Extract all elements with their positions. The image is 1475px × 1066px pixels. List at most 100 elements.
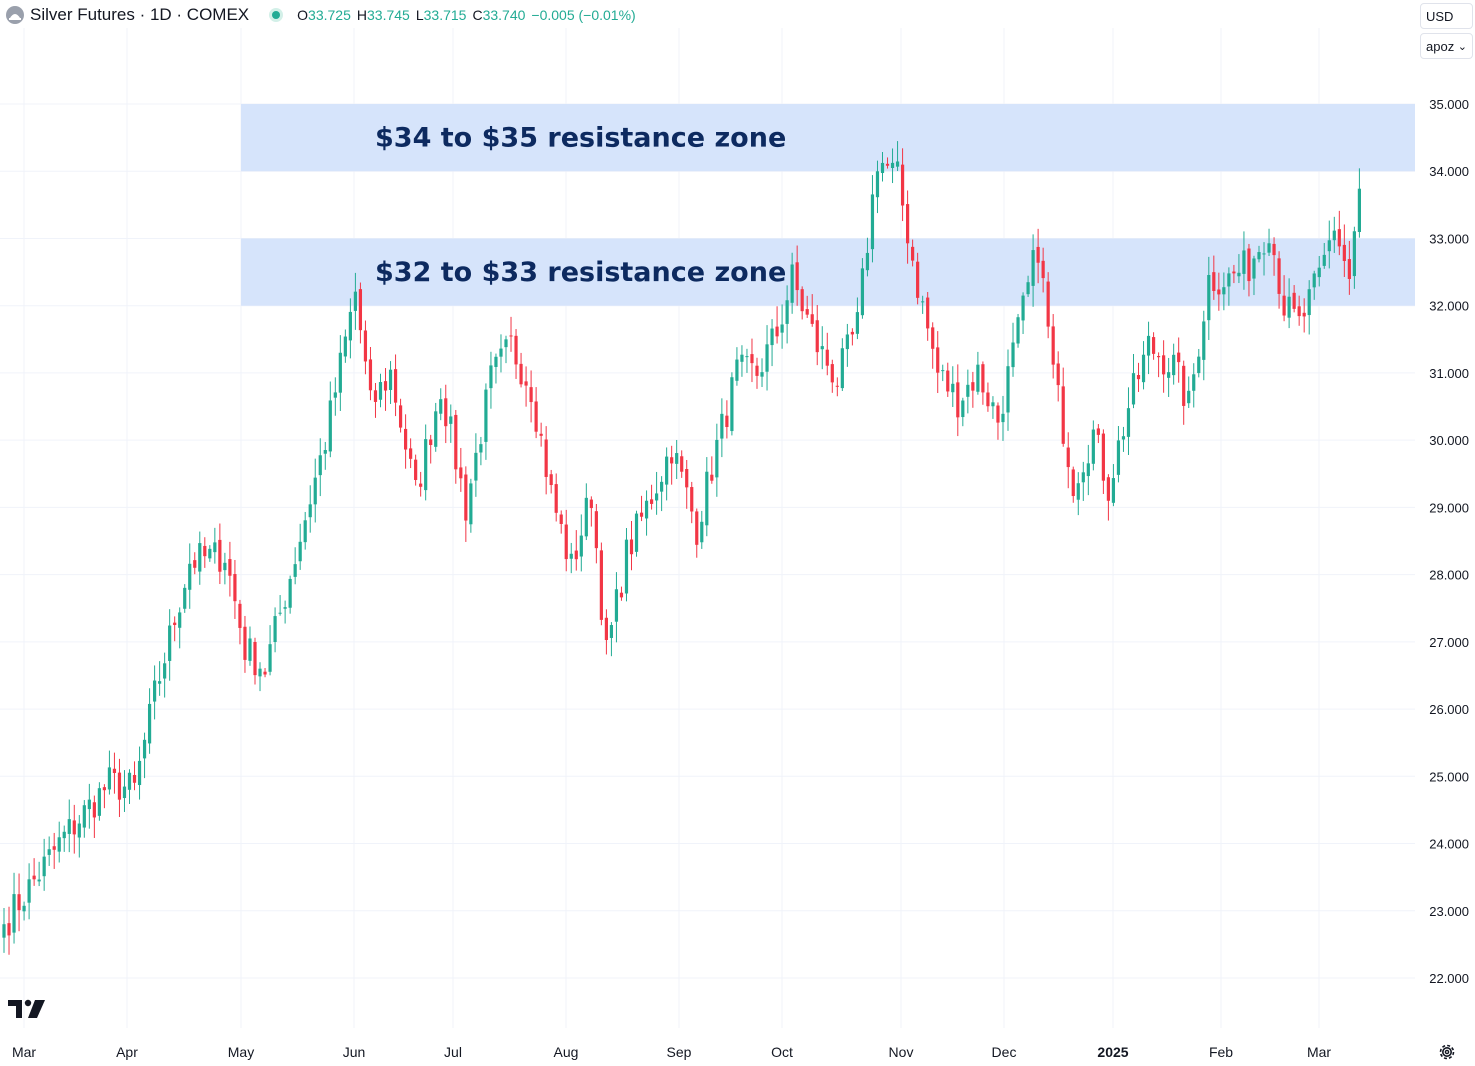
candle[interactable] — [67, 799, 71, 853]
candle[interactable] — [434, 402, 438, 452]
candle[interactable] — [158, 661, 162, 696]
candle[interactable] — [358, 282, 363, 344]
candle[interactable] — [695, 508, 699, 558]
candle[interactable] — [1086, 444, 1090, 496]
candle[interactable] — [890, 148, 895, 184]
candle[interactable] — [1101, 429, 1105, 494]
candle[interactable] — [725, 400, 729, 439]
candle[interactable] — [308, 485, 312, 533]
candle[interactable] — [223, 552, 227, 585]
candle[interactable] — [539, 422, 543, 447]
candle[interactable] — [1016, 313, 1020, 348]
candle[interactable] — [1056, 351, 1060, 402]
candle[interactable] — [363, 320, 368, 375]
candle[interactable] — [1232, 264, 1236, 284]
candle[interactable] — [1252, 255, 1256, 296]
candle[interactable] — [916, 252, 920, 305]
candle[interactable] — [7, 906, 11, 955]
candle[interactable] — [1026, 275, 1030, 297]
candle[interactable] — [594, 503, 598, 564]
candle[interactable] — [855, 297, 859, 340]
candle[interactable] — [87, 783, 91, 829]
candle[interactable] — [62, 825, 66, 852]
candle[interactable] — [429, 434, 433, 464]
candle[interactable] — [163, 652, 167, 698]
candle[interactable] — [1157, 352, 1161, 378]
candle[interactable] — [1076, 472, 1080, 516]
candle[interactable] — [273, 607, 277, 653]
candle[interactable] — [409, 438, 413, 469]
symbol-title[interactable]: Silver Futures · 1D · COMEX — [30, 5, 250, 24]
candle[interactable] — [253, 637, 257, 685]
candle[interactable] — [92, 795, 96, 838]
candle[interactable] — [42, 838, 46, 891]
candle[interactable] — [931, 322, 935, 369]
candle[interactable] — [785, 285, 789, 344]
candle[interactable] — [825, 332, 829, 376]
candle[interactable] — [649, 484, 654, 510]
candle[interactable] — [72, 804, 76, 854]
candle[interactable] — [1106, 474, 1110, 521]
candle[interactable] — [1227, 267, 1231, 306]
candle[interactable] — [1307, 280, 1311, 335]
candle[interactable] — [1247, 243, 1251, 297]
candle[interactable] — [203, 537, 207, 568]
candle[interactable] — [1327, 220, 1331, 269]
candle[interactable] — [845, 323, 849, 367]
candle[interactable] — [735, 347, 739, 386]
candle[interactable] — [388, 361, 393, 404]
candle[interactable] — [835, 377, 839, 397]
candle[interactable] — [519, 352, 523, 388]
candle[interactable] — [338, 335, 342, 411]
candle[interactable] — [805, 295, 809, 318]
candle[interactable] — [1197, 348, 1201, 378]
candle[interactable] — [670, 445, 674, 485]
candle[interactable] — [1347, 240, 1351, 295]
candle[interactable] — [132, 761, 137, 791]
candle[interactable] — [895, 141, 900, 171]
candle[interactable] — [368, 346, 373, 401]
candle[interactable] — [137, 746, 142, 800]
candle[interactable] — [549, 469, 553, 494]
candle[interactable] — [996, 402, 1000, 440]
candle[interactable] — [1262, 242, 1266, 276]
candle[interactable] — [534, 387, 538, 439]
candle[interactable] — [815, 305, 819, 366]
candle[interactable] — [1272, 237, 1276, 276]
candle[interactable] — [770, 319, 774, 367]
candle[interactable] — [810, 294, 814, 327]
tradingview-logo-icon[interactable] — [8, 998, 46, 1020]
candle[interactable] — [1312, 270, 1316, 300]
candle[interactable] — [755, 357, 759, 389]
candle[interactable] — [1287, 278, 1291, 329]
gear-icon[interactable] — [1437, 1042, 1457, 1062]
candle[interactable] — [112, 752, 117, 794]
candle[interactable] — [1357, 168, 1361, 238]
candle[interactable] — [509, 316, 513, 352]
candle[interactable] — [554, 473, 558, 522]
candle[interactable] — [1031, 234, 1035, 307]
candle[interactable] — [122, 770, 127, 812]
candle[interactable] — [208, 545, 212, 562]
candle[interactable] — [1121, 426, 1126, 452]
candle[interactable] — [921, 295, 925, 314]
candle[interactable] — [278, 595, 282, 616]
candle[interactable] — [1297, 295, 1301, 326]
candle[interactable] — [117, 758, 122, 817]
candle[interactable] — [1257, 245, 1261, 263]
candle[interactable] — [127, 769, 132, 805]
candle[interactable] — [373, 382, 378, 418]
candle[interactable] — [514, 329, 518, 379]
candle[interactable] — [619, 586, 624, 601]
candle[interactable] — [1277, 251, 1281, 309]
candle[interactable] — [1192, 363, 1196, 408]
candle[interactable] — [494, 353, 498, 384]
candle[interactable] — [1066, 432, 1070, 489]
candle[interactable] — [1352, 226, 1356, 289]
candle[interactable] — [700, 510, 704, 549]
candle[interactable] — [715, 423, 719, 497]
market-status-dot-icon[interactable] — [269, 8, 284, 22]
candle[interactable] — [97, 782, 101, 821]
candle[interactable] — [213, 527, 217, 564]
candle[interactable] — [1267, 228, 1271, 257]
